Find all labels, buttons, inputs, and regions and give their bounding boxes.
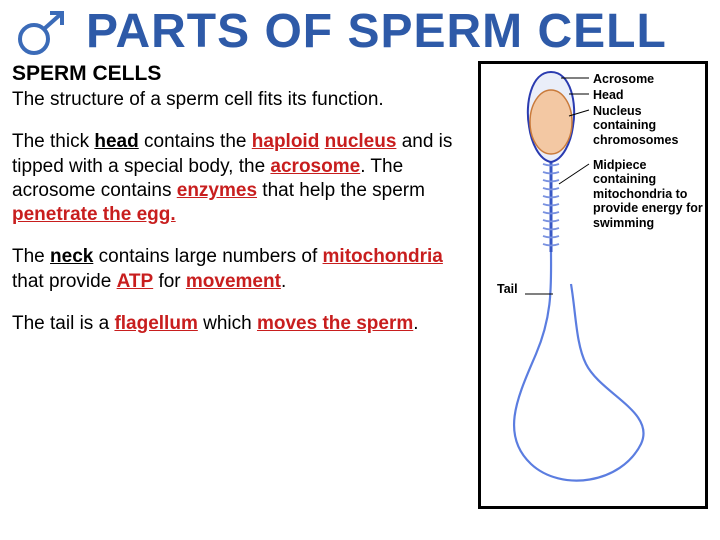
page-title: PARTS OF SPERM CELL <box>86 4 667 59</box>
male-symbol-icon <box>10 7 80 57</box>
bold-haploid: haploid <box>252 131 320 152</box>
txt: which <box>198 313 257 334</box>
txt: that help the sperm <box>257 180 425 201</box>
bold-moves: moves the sperm <box>257 313 413 334</box>
bold-flagellum: flagellum <box>114 313 197 334</box>
bold-mito: mitochondria <box>323 246 443 267</box>
txt: . <box>281 271 286 292</box>
txt: that provide <box>12 271 117 292</box>
label-midpiece: Midpiece containing mitochondria to prov… <box>593 158 705 230</box>
txt: contains large numbers of <box>93 246 322 267</box>
txt: contains the <box>139 131 252 152</box>
label-head: Head <box>593 88 624 102</box>
label-acrosome: Acrosome <box>593 72 654 86</box>
subtitle: SPERM CELLS <box>12 61 468 88</box>
text-column: SPERM CELLS The structure of a sperm cel… <box>12 61 478 509</box>
content-row: SPERM CELLS The structure of a sperm cel… <box>0 61 720 509</box>
bold-movement: movement <box>186 271 281 292</box>
label-tail: Tail <box>497 282 518 296</box>
bold-atp: ATP <box>117 271 154 292</box>
paragraph-head: The thick head contains the haploid nucl… <box>12 130 468 227</box>
txt: The <box>12 246 50 267</box>
paragraph-tail: The tail is a flagellum which moves the … <box>12 312 468 336</box>
txt: The tail is a <box>12 313 114 334</box>
bold-head: head <box>94 131 138 152</box>
intro-text: The structure of a sperm cell fits its f… <box>12 88 468 112</box>
bold-enzymes: enzymes <box>177 180 257 201</box>
bold-neck: neck <box>50 246 93 267</box>
title-row: PARTS OF SPERM CELL <box>0 0 720 61</box>
txt: . <box>413 313 418 334</box>
sperm-diagram: Acrosome Head Nucleus containing chromos… <box>478 61 708 509</box>
txt: The thick <box>12 131 94 152</box>
bold-acrosome: acrosome <box>270 156 360 177</box>
bold-nucleus: nucleus <box>325 131 397 152</box>
bold-penetrate: penetrate the egg. <box>12 204 176 225</box>
txt: for <box>153 271 186 292</box>
paragraph-neck: The neck contains large numbers of mitoc… <box>12 245 468 294</box>
label-nucleus: Nucleus containing chromosomes <box>593 104 703 147</box>
